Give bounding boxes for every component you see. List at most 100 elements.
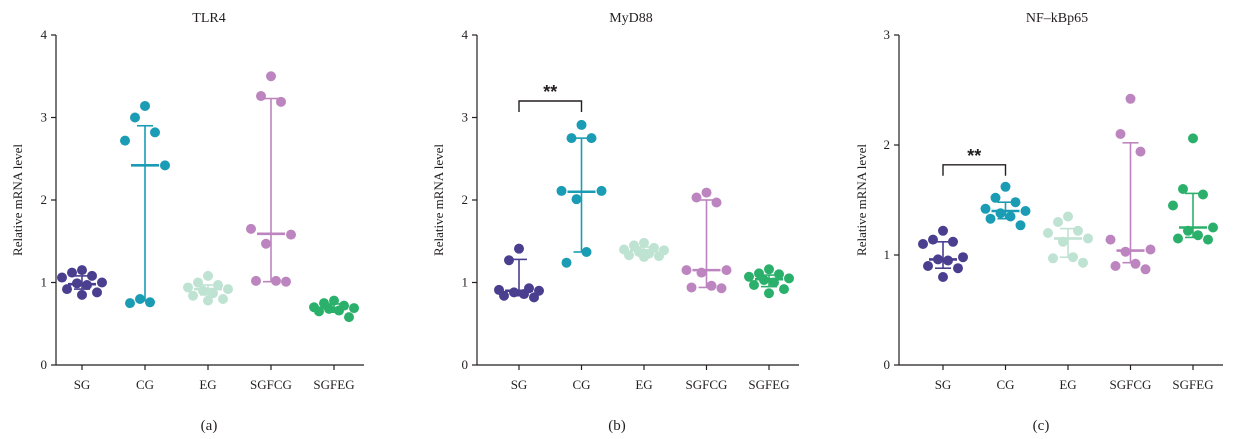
panel-c: NF–kBp65 Relative mRNA level (c) 0 1 2 3 SG C… xyxy=(854,11,1223,434)
data-point xyxy=(208,288,218,299)
data-point xyxy=(1063,211,1073,222)
data-point xyxy=(958,252,968,263)
data-point xyxy=(329,295,339,306)
panel-b-title: MyD88 xyxy=(609,11,653,26)
data-point xyxy=(985,213,996,224)
y-tick-label: 2 xyxy=(41,192,48,207)
data-point xyxy=(1188,133,1198,144)
panel-a-title: TLR4 xyxy=(192,11,225,26)
data-point xyxy=(701,187,712,198)
data-point xyxy=(198,285,208,296)
data-point xyxy=(716,283,727,294)
data-point xyxy=(1173,233,1183,244)
data-point xyxy=(246,223,256,234)
y-tick-label: 1 xyxy=(462,275,469,290)
data-point xyxy=(97,277,107,288)
data-point xyxy=(928,234,938,245)
x-tick-label: SG xyxy=(511,377,528,392)
y-tick-label: 1 xyxy=(41,275,48,290)
data-point xyxy=(990,192,1001,203)
x-tick-label: SGFEG xyxy=(1172,377,1213,392)
data-point xyxy=(561,257,572,268)
data-point xyxy=(509,287,519,298)
panel-b: MyD88 Relative mRNA level (b) 0 1 2 3 4 SG CG E… xyxy=(431,11,799,434)
data-point xyxy=(77,265,87,276)
data-point xyxy=(1015,220,1026,231)
data-point xyxy=(721,265,732,276)
x-tick-label: SGFCG xyxy=(686,377,728,392)
data-point xyxy=(1073,225,1083,236)
data-point xyxy=(980,203,991,214)
data-point xyxy=(1198,189,1208,200)
x-tick-label: SGFCG xyxy=(250,377,292,392)
x-tick-label: CG xyxy=(996,377,1014,392)
data-point xyxy=(160,160,170,171)
significance-label: ** xyxy=(543,82,557,102)
data-point xyxy=(639,237,649,248)
data-point xyxy=(286,229,296,240)
panel-c-plot: 0 1 2 3 SG CG EG SGFCG SGFEG ** xyxy=(884,27,1223,392)
data-point xyxy=(1193,230,1203,241)
data-point xyxy=(923,261,933,271)
data-point xyxy=(1110,261,1121,271)
panel-a-plot: 0 1 2 3 4 SG CG EG SGFCG SGFEG xyxy=(41,27,364,392)
x-tick-label: EG xyxy=(635,377,652,392)
data-point xyxy=(218,294,228,304)
data-point xyxy=(1203,234,1213,245)
panel-c-title: NF–kBp65 xyxy=(1026,11,1088,26)
panel-a-caption: (a) xyxy=(201,418,218,434)
data-point xyxy=(1000,181,1011,192)
data-point xyxy=(744,271,754,282)
data-point xyxy=(1043,228,1053,238)
data-point xyxy=(1178,184,1188,194)
panel-b-caption: (b) xyxy=(608,418,626,434)
data-point xyxy=(150,127,160,138)
y-tick-label: 0 xyxy=(462,357,469,372)
panel-c-y-axis-label: Relative mRNA level xyxy=(854,144,869,256)
x-tick-label: SGFEG xyxy=(313,377,354,392)
y-tick-label: 4 xyxy=(462,27,469,42)
x-tick-label: SGFEG xyxy=(748,377,789,392)
data-point xyxy=(1125,93,1136,104)
x-tick-label: EG xyxy=(1059,377,1076,392)
significance-label: ** xyxy=(967,146,981,166)
data-point xyxy=(499,290,509,301)
panel-a-y-axis-label: Relative mRNA level xyxy=(10,144,25,256)
data-point xyxy=(223,284,233,295)
significance-bracket xyxy=(942,164,1007,176)
x-tick-label: SGFCG xyxy=(1110,377,1152,392)
data-point xyxy=(256,91,266,102)
data-point xyxy=(125,298,135,309)
data-point xyxy=(779,284,789,295)
data-point xyxy=(1020,206,1031,216)
data-point xyxy=(764,288,774,299)
data-point xyxy=(1083,233,1093,244)
data-point xyxy=(349,303,359,314)
data-point xyxy=(261,238,271,249)
data-point xyxy=(586,133,597,144)
x-tick-label: EG xyxy=(199,377,216,392)
x-tick-label: CG xyxy=(572,377,590,392)
data-point xyxy=(596,185,607,196)
data-point xyxy=(918,239,928,249)
y-tick-label: 3 xyxy=(884,27,891,42)
data-point xyxy=(639,251,649,262)
data-point xyxy=(120,135,130,146)
data-point xyxy=(281,276,291,287)
data-point xyxy=(1105,234,1116,245)
data-point xyxy=(1010,197,1021,208)
data-point xyxy=(529,292,539,303)
data-point xyxy=(624,250,634,261)
panel-a: TLR4 Relative mRNA level (a) 0 1 2 3 4 SG CG EG… xyxy=(10,11,364,434)
data-point xyxy=(686,282,697,293)
data-point xyxy=(92,287,102,298)
data-point xyxy=(749,279,759,290)
data-point xyxy=(764,264,774,275)
data-point xyxy=(711,197,722,208)
y-tick-label: 2 xyxy=(884,137,891,152)
significance-bracket xyxy=(518,100,583,112)
data-point xyxy=(203,270,213,281)
data-point xyxy=(1078,257,1088,268)
data-point xyxy=(938,272,948,282)
